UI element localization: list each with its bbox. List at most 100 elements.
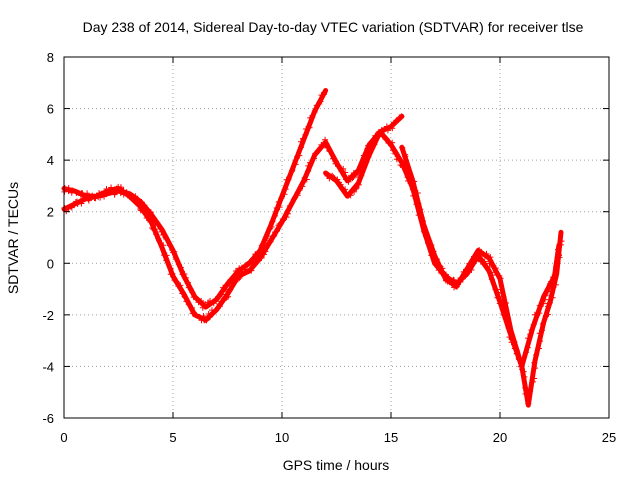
data-point (363, 158, 370, 165)
data-point (342, 169, 349, 176)
data-point (399, 144, 406, 151)
data-point (323, 171, 330, 178)
data-point (307, 159, 314, 166)
data-point (365, 154, 372, 161)
x-axis-label: GPS time / hours (283, 457, 390, 473)
data-point (468, 266, 475, 273)
data-point (557, 241, 564, 248)
data-point (117, 184, 124, 191)
data-point (262, 248, 269, 255)
data-point (167, 265, 174, 272)
data-point (402, 153, 409, 160)
data-point (520, 368, 527, 375)
data-point (136, 199, 143, 206)
data-point (237, 273, 244, 280)
data-point (540, 300, 547, 307)
data-point (248, 267, 255, 274)
data-point (549, 294, 556, 301)
data-point (321, 91, 328, 98)
data-point (297, 144, 304, 151)
data-point (556, 252, 563, 259)
data-point (527, 331, 534, 338)
data-point (141, 202, 148, 209)
data-point (259, 241, 266, 248)
data-point (162, 233, 169, 240)
data-point (430, 253, 437, 260)
data-point (101, 189, 108, 196)
data-point (281, 191, 288, 198)
data-point (527, 388, 534, 395)
data-point (360, 163, 367, 170)
data-point (294, 190, 301, 197)
data-point (411, 178, 418, 185)
series-satellite-track-1 (61, 88, 329, 311)
data-point (318, 141, 325, 148)
data-point (531, 375, 538, 382)
data-point (275, 222, 282, 229)
data-point (389, 125, 396, 132)
y-tick-label: 4 (47, 153, 54, 168)
data-point (481, 260, 488, 267)
data-point (258, 242, 265, 249)
data-point (340, 165, 347, 172)
data-point (170, 249, 177, 256)
x-tick-label: 0 (60, 430, 67, 445)
data-point (362, 159, 369, 166)
data-point (414, 189, 421, 196)
data-point (267, 238, 274, 245)
data-point (324, 144, 331, 151)
data-point (515, 355, 522, 362)
data-point (299, 183, 306, 190)
data-point (535, 345, 542, 352)
data-point (166, 242, 173, 249)
data-point (330, 174, 337, 181)
data-point (123, 189, 130, 196)
data-point (372, 134, 379, 141)
data-point (177, 264, 184, 271)
data-point (350, 169, 357, 176)
data-point (357, 170, 364, 177)
y-tick-label: -6 (42, 411, 54, 426)
data-point (492, 286, 499, 293)
series-line (61, 113, 405, 323)
data-point (236, 275, 243, 282)
x-tick-label: 20 (493, 430, 507, 445)
data-point (303, 176, 310, 183)
data-point (474, 251, 481, 258)
data-point (488, 276, 495, 283)
data-point (185, 279, 192, 286)
data-point (103, 186, 110, 193)
data-point (548, 288, 555, 295)
data-point (227, 287, 234, 294)
data-point (460, 268, 467, 275)
data-point (539, 320, 546, 327)
data-point (335, 162, 342, 169)
x-tick-label: 15 (384, 430, 398, 445)
data-point (497, 286, 504, 293)
data-point (404, 168, 411, 175)
data-point (78, 197, 85, 204)
data-point (189, 310, 196, 317)
data-point (273, 228, 280, 235)
data-point (92, 195, 99, 202)
data-point (309, 114, 316, 121)
data-point (312, 150, 319, 157)
data-point (172, 256, 179, 263)
data-point (108, 184, 115, 191)
data-point (492, 265, 499, 272)
data-point (198, 297, 205, 304)
data-point (65, 184, 72, 191)
series-satellite-track-4 (399, 144, 565, 408)
data-point (379, 128, 386, 135)
tick-labels: 0 5 10 15 20 25 -6 -4 -2 0 2 4 6 8 (42, 50, 616, 445)
data-point (530, 321, 537, 328)
data-point (129, 195, 136, 202)
data-point (415, 200, 422, 207)
data-point (147, 218, 154, 225)
data-point (471, 253, 478, 260)
data-point (399, 162, 406, 169)
data-point (276, 204, 283, 211)
data-point (391, 148, 398, 155)
data-point (258, 254, 265, 261)
data-point (426, 238, 433, 245)
